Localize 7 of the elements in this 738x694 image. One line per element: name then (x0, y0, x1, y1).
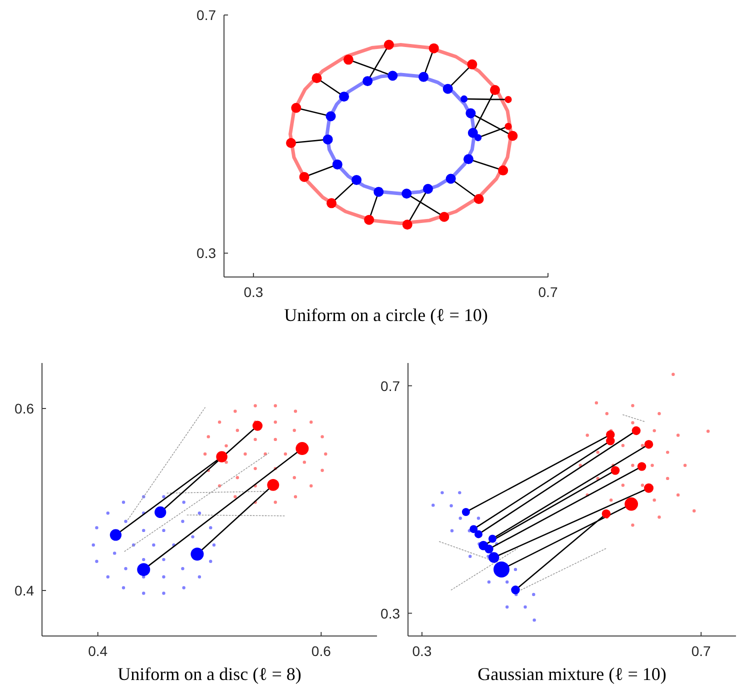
x-axis-title: Gaussian mixture (ℓ = 10) (478, 664, 666, 684)
x-axis-title: Uniform on a disc (ℓ = 8) (118, 664, 302, 684)
x-tick-label: 0.4 (88, 643, 108, 659)
x-axis-title: Uniform on a circle (ℓ = 10) (284, 305, 488, 325)
x-tick-label: 0.3 (412, 643, 432, 659)
x-tick-label: 0.6 (311, 643, 332, 659)
x-tick-label: 0.7 (691, 643, 712, 659)
